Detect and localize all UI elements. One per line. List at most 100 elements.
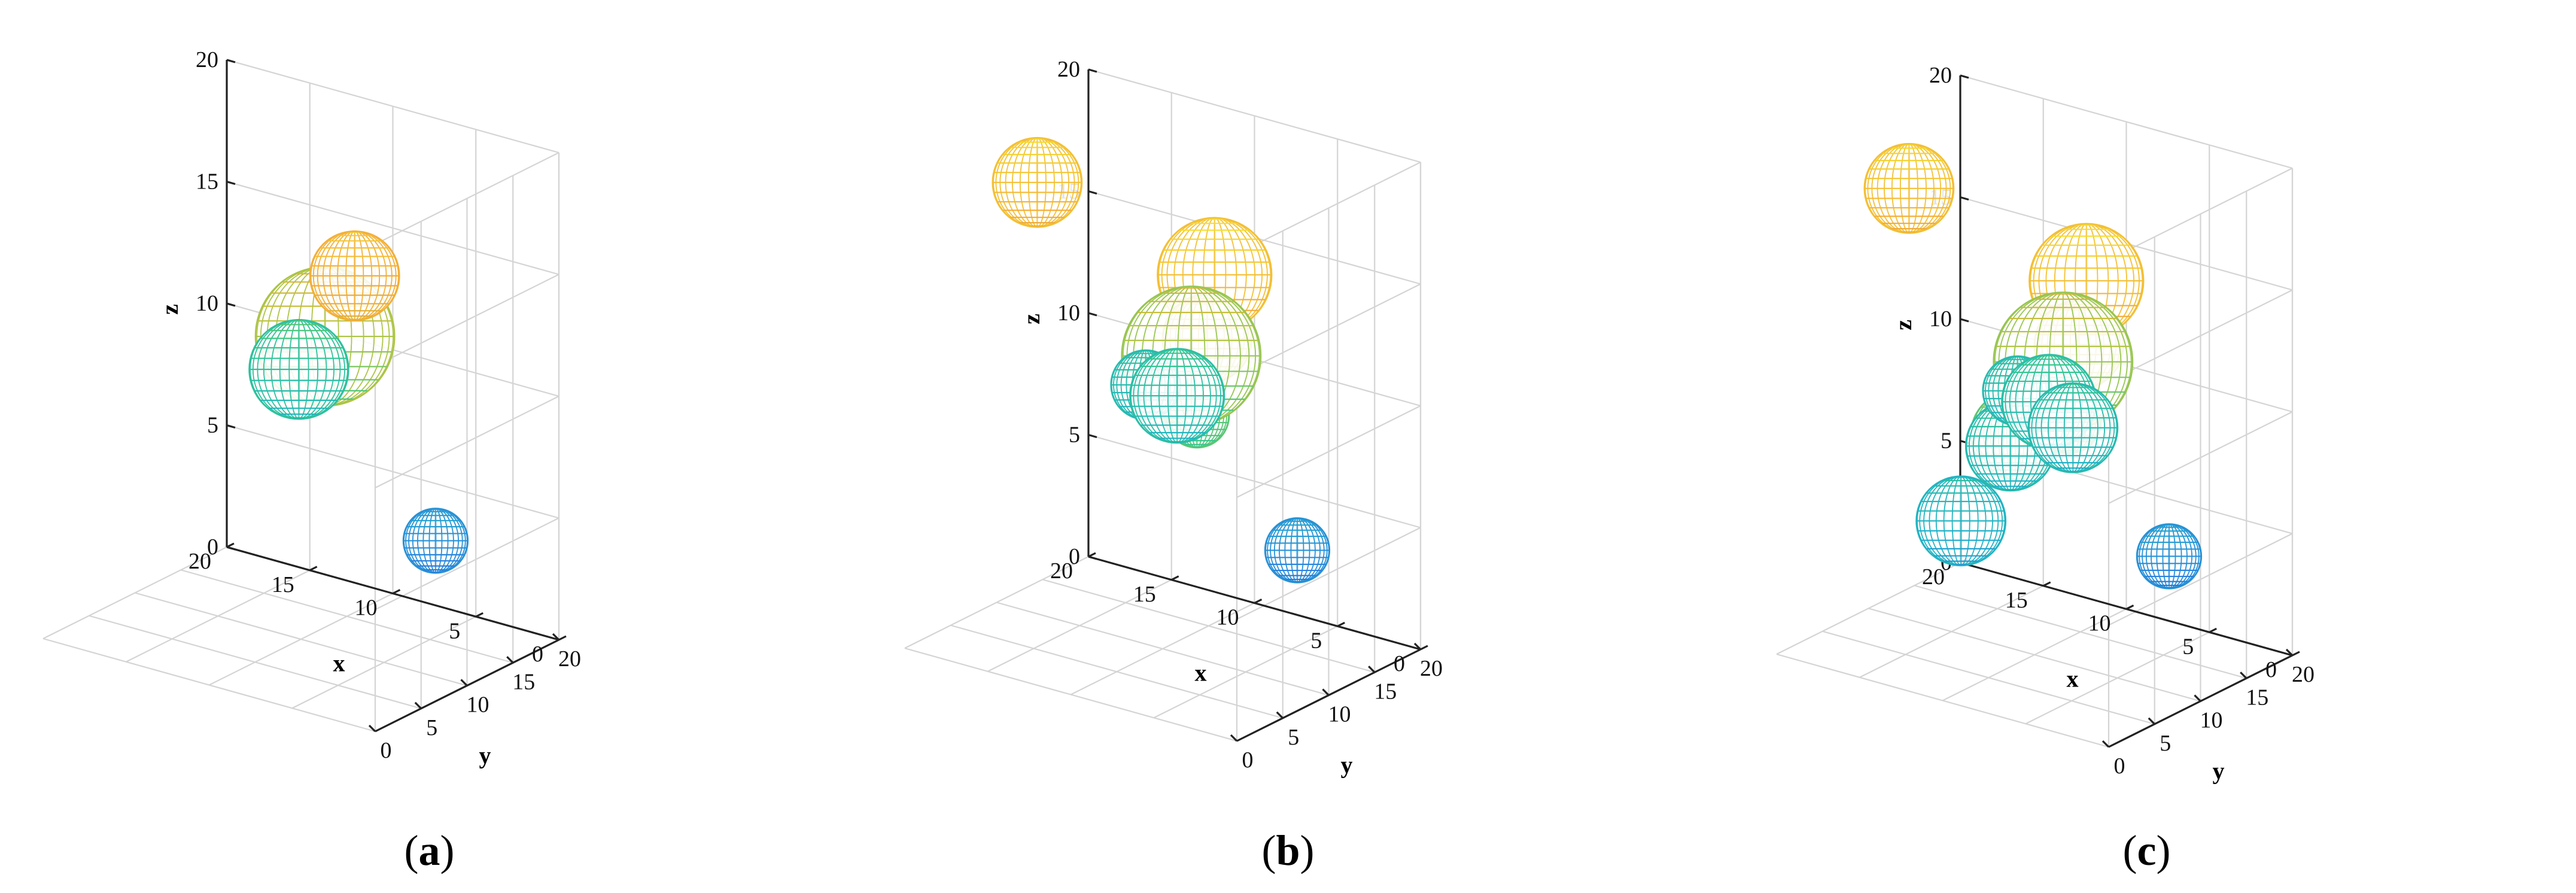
sphere-outline [992, 136, 1083, 228]
z-tick [226, 302, 236, 307]
y-tick [2101, 740, 2110, 748]
z-tick-label: 20 [196, 47, 218, 72]
z-tick-label: 5 [1069, 423, 1080, 448]
y-axis-label: y [2213, 758, 2225, 785]
z-tick-label: 10 [1057, 300, 1080, 326]
sphere-point [1264, 517, 1331, 584]
z-tick [1088, 433, 1097, 439]
grid-line [375, 396, 559, 488]
sphere-outline [1863, 142, 1955, 234]
x-axis-label: x [333, 650, 345, 677]
y-tick-label: 10 [2200, 708, 2223, 733]
y-axis-label: y [1341, 752, 1353, 779]
x-tick-label: 20 [1922, 564, 1945, 590]
grid-line [226, 181, 559, 275]
z-tick-label: 0 [207, 534, 218, 560]
x-tick-label: 10 [1216, 605, 1239, 630]
y-tick-label: 0 [381, 738, 392, 763]
grid-line [1776, 562, 1961, 655]
grid-line [1088, 68, 1421, 163]
y-tick [414, 701, 422, 709]
x-tick-label: 10 [2088, 611, 2111, 636]
z-tick [1960, 196, 1969, 201]
z-tick-label: 5 [207, 413, 218, 438]
panel-a: 0 0 0 5 5 5 10 10 10 15 15 15 20 20 20 z x y (a) [0, 0, 859, 893]
z-tick-label: 10 [1929, 306, 1952, 332]
grid-line [2108, 411, 2293, 504]
grid-line [375, 152, 559, 245]
x-tick-label: 5 [1310, 628, 1322, 653]
grid-line [996, 602, 1329, 696]
grid-line [904, 556, 1089, 649]
x-tick-label: 0 [532, 642, 543, 667]
x-tick [2292, 651, 2300, 657]
y-tick-label: 15 [1374, 679, 1397, 704]
sphere-outline [248, 318, 349, 420]
caption-b: (b) [1261, 827, 1315, 874]
x-tick-label: 0 [2265, 657, 2277, 682]
grid-line [1868, 608, 2201, 702]
z-tick [1088, 190, 1097, 195]
grid-line [1042, 579, 1375, 673]
y-tick [2285, 648, 2294, 657]
chart-a: 0 0 0 5 5 5 10 10 10 15 15 15 20 20 20 z x y [42, 47, 581, 769]
grid-line [135, 592, 467, 687]
z-tick-label: 15 [196, 169, 218, 195]
sphere-outline [1129, 348, 1225, 444]
y-tick-label: 20 [558, 646, 581, 672]
grid-line [180, 569, 513, 664]
z-axis-label: z [156, 304, 183, 315]
z-tick [226, 180, 236, 186]
z-axis-label: z [1018, 314, 1045, 324]
x-tick-label: 20 [188, 549, 211, 574]
x-tick [475, 612, 483, 618]
z-tick [226, 424, 236, 429]
x-tick [2125, 605, 2134, 610]
grid-line [1236, 162, 1421, 254]
sphere-outline [2136, 523, 2203, 590]
y-tick [1368, 666, 1376, 673]
grid-line [2108, 289, 2293, 382]
y-tick [2148, 717, 2155, 725]
y-tick-label: 5 [426, 715, 437, 740]
y-tick-label: 15 [2246, 685, 2268, 710]
y-tick-label: 0 [1242, 748, 1254, 773]
x-tick [392, 589, 401, 594]
grid-line [126, 569, 311, 663]
y-tick [2194, 694, 2201, 702]
x-tick [1171, 575, 1179, 581]
sphere-point [309, 230, 400, 321]
x-tick [1420, 645, 1428, 651]
y-tick-label: 10 [467, 692, 489, 718]
y-tick-label: 20 [2292, 662, 2315, 687]
x-axis-label: x [2067, 666, 2079, 692]
grid-line [1236, 405, 1421, 498]
grid-line [987, 579, 1172, 672]
sphere-point [992, 136, 1083, 228]
sphere-outline [402, 508, 469, 574]
x-tick [1254, 599, 1263, 604]
y-tick-label: 15 [512, 669, 535, 694]
y-tick-label: 5 [1288, 725, 1299, 750]
z-tick [226, 59, 236, 63]
z-tick [226, 546, 236, 551]
x-tick [558, 635, 567, 641]
z-tick-label: 20 [1929, 63, 1952, 88]
z-tick-label: 5 [1941, 429, 1952, 454]
axes [226, 59, 567, 733]
z-tick [1088, 312, 1097, 317]
sphere-point [1129, 348, 1225, 444]
sphere-outline [1264, 517, 1331, 584]
y-tick-label: 5 [2160, 731, 2171, 756]
x-tick [1088, 552, 1096, 558]
x-tick-label: 20 [1050, 558, 1073, 584]
grid-line [1960, 74, 2293, 169]
caption-c-letter: c [2137, 827, 2157, 874]
sphere-point [402, 508, 469, 574]
sphere-point [2027, 382, 2119, 473]
sphere-point [2136, 523, 2203, 590]
